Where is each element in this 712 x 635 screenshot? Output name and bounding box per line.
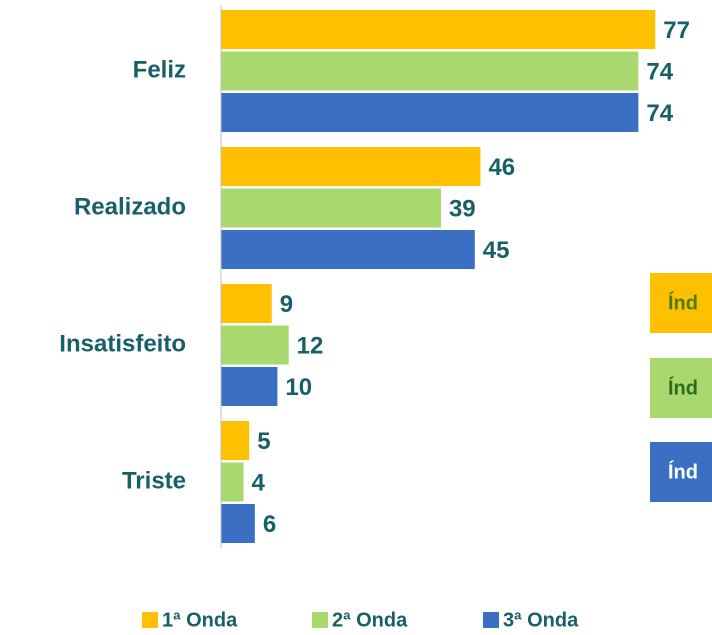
value-label: 74 [646,100,673,127]
value-label: 5 [257,428,270,455]
value-label: 6 [263,511,276,538]
annotation-box [650,273,712,333]
bar [221,284,272,323]
value-label: 12 [297,332,324,359]
annotation-box [650,358,712,418]
bar [221,147,481,186]
legend-label: 3ª Onda [503,609,579,631]
value-label: 4 [252,469,266,496]
bar [221,51,639,91]
bar [221,10,656,49]
value-label: 46 [488,154,515,181]
bar [221,462,244,502]
value-label: 39 [449,195,476,222]
category-label: Feliz [133,56,186,83]
value-label: 45 [483,237,510,264]
bar [221,230,475,269]
bar [221,367,278,406]
legend-swatch [483,612,499,628]
annotation-text: Índ [668,460,698,483]
category-label: Triste [122,467,186,494]
category-label: Realizado [74,193,186,220]
legend-label: 1ª Onda [162,609,238,631]
annotation-text: Índ [668,291,698,314]
value-label: 77 [663,17,690,44]
value-label: 10 [285,374,312,401]
value-label: 9 [280,291,293,318]
legend-swatch [142,612,158,628]
bar [221,93,639,132]
value-label: 74 [646,58,673,85]
bar [221,504,255,543]
bar [221,325,289,365]
bar [221,188,441,228]
legend-swatch [312,612,328,628]
annotation-box [650,442,712,502]
category-label: Insatisfeito [59,330,186,357]
bar [221,421,250,460]
annotation-text: Índ [668,376,698,399]
legend-label: 2ª Onda [332,609,408,631]
